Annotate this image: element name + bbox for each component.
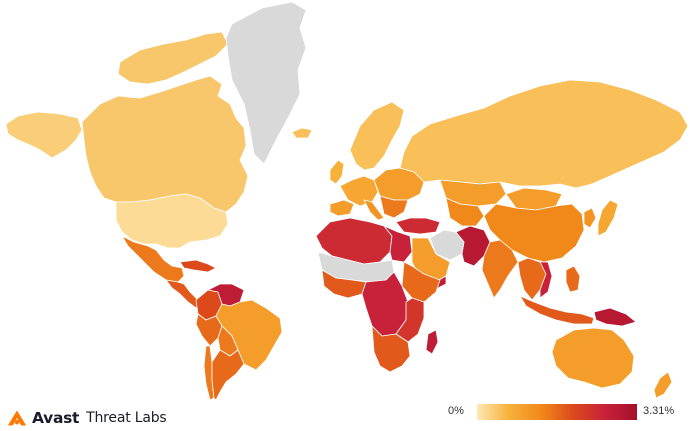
region-korea (583, 207, 597, 229)
region-greenland (225, 1, 307, 165)
region-philippines (565, 265, 581, 293)
region-papua-new-guinea (593, 307, 637, 327)
brand: Avast Threat Labs (7, 406, 167, 430)
region-spain (329, 199, 355, 217)
region-western-europe (339, 175, 379, 207)
region-alaska (5, 111, 83, 159)
brand-name: Avast (32, 409, 80, 427)
avast-logo-icon (7, 410, 27, 426)
region-scandinavia (349, 101, 405, 171)
legend-min-label: 0% (448, 405, 464, 417)
region-balkans (379, 195, 409, 219)
region-madagascar (425, 329, 439, 355)
region-united-states (115, 193, 229, 249)
world-map (5, 1, 689, 400)
region-united-kingdom (329, 159, 345, 185)
region-japan (597, 199, 619, 237)
region-indonesia (519, 295, 595, 325)
region-russia (399, 79, 689, 189)
legend-gradient-bar (477, 404, 637, 420)
region-india (481, 239, 519, 299)
region-italy (363, 199, 385, 221)
region-southern-africa (371, 325, 411, 373)
region-caribbean (179, 259, 217, 273)
region-turkey (395, 217, 441, 235)
region-new-zealand (653, 371, 673, 399)
region-peru (195, 313, 223, 347)
region-iceland (291, 127, 313, 139)
region-east-africa (395, 297, 425, 343)
region-argentina (211, 349, 245, 400)
color-legend: 0% 3.31% (440, 402, 690, 424)
brand-subtitle: Threat Labs (86, 410, 167, 426)
region-central-america (165, 279, 201, 309)
region-canada-arctic-islands (117, 31, 229, 85)
region-horn-of-africa (401, 261, 441, 303)
region-canada (81, 75, 249, 213)
region-central-asia (445, 197, 485, 227)
legend-max-label: 3.31% (643, 405, 675, 417)
region-mexico (121, 235, 185, 283)
region-vietnam-cambodia (539, 261, 553, 299)
region-afghanistan-pakistan (455, 225, 491, 267)
region-australia (551, 327, 635, 389)
